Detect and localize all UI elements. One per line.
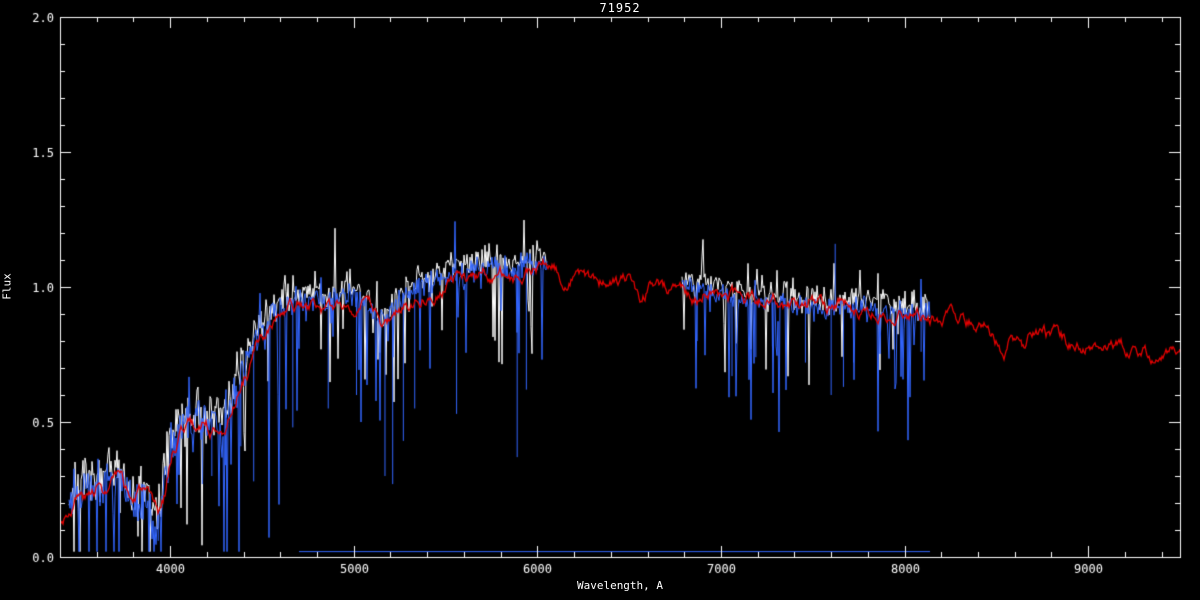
y-axis-label: Flux (0, 273, 14, 300)
plot-title: 71952 (599, 1, 641, 15)
x-axis-label: Wavelength, A (576, 579, 664, 592)
